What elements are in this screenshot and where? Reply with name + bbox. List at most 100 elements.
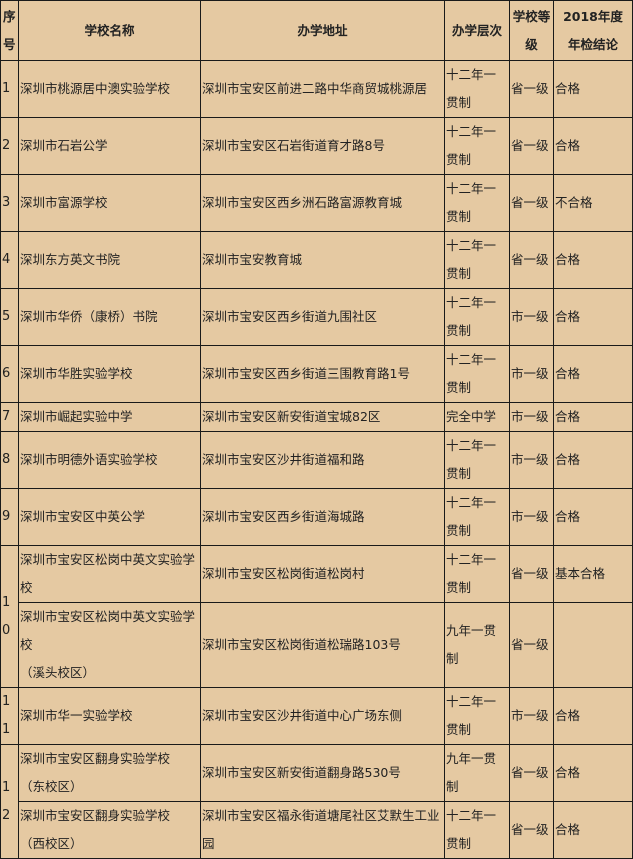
table-row: 7 深圳市崛起实验中学 深圳市宝安区新安街道宝城82区 完全中学 市一级 合格 — [0, 402, 633, 432]
table-row: 4 深圳东方英文书院 深圳市宝安教育城 十二年一贯制 省一级 合格 — [0, 231, 633, 289]
school-grade: 省一级 — [509, 602, 554, 688]
school-grade: 省一级 — [509, 174, 554, 232]
inspection-result: 合格 — [553, 488, 633, 546]
school-address: 深圳市宝安区西乡街道海城路 — [200, 488, 445, 546]
school-level: 十二年一贯制 — [444, 801, 510, 859]
school-level: 十二年一贯制 — [444, 345, 510, 403]
inspection-result: 合格 — [553, 402, 633, 432]
school-name: 深圳市富源学校 — [18, 174, 201, 232]
row-number: 12 — [0, 744, 19, 859]
table-row: 5 深圳市华侨（康桥）书院 深圳市宝安区西乡街道九围社区 十二年一贯制 市一级 合格 — [0, 288, 633, 346]
school-grade: 市一级 — [509, 288, 554, 346]
inspection-result: 合格 — [553, 345, 633, 403]
table-row: 深圳市宝安区松岗中英文实验学校 （溪头校区） 深圳市宝安区松岗街道松瑞路103号九… — [1, 602, 633, 688]
school-grade: 市一级 — [509, 687, 554, 745]
row-number: 6 — [0, 345, 19, 403]
school-address: 深圳市宝安区新安街道翻身路530号 — [200, 744, 445, 802]
school-level: 九年一贯制 — [444, 602, 510, 688]
header-school-name: 学校名称 — [18, 0, 201, 61]
inspection-result: 合格 — [553, 431, 633, 489]
school-name: 深圳市华侨（康桥）书院 — [18, 288, 201, 346]
inspection-result: 合格 — [553, 801, 633, 859]
school-address: 深圳市宝安区福永街道塘尾社区艾默生工业园 — [200, 801, 445, 859]
header-grade: 学校等 级 — [509, 0, 554, 61]
school-address: 深圳市宝安区前进二路中华商贸城桃源居 — [200, 60, 445, 118]
table-row: 12 深圳市宝安区翻身实验学校 （东校区） 深圳市宝安区新安街道翻身路530号 九年一… — [0, 744, 633, 859]
table-row: 6 深圳市华胜实验学校 深圳市宝安区西乡街道三围教育路1号 十二年一贯制 市一级 合格 — [0, 345, 633, 403]
school-level: 十二年一贯制 — [444, 174, 510, 232]
row-number: 10 — [0, 545, 19, 688]
inspection-result: 基本合格 — [553, 545, 633, 603]
school-address: 深圳市宝安区沙井街道福和路 — [200, 431, 445, 489]
school-level: 十二年一贯制 — [444, 545, 510, 603]
school-grade: 市一级 — [509, 488, 554, 546]
header-level: 办学层次 — [444, 0, 510, 61]
row-number: 2 — [0, 117, 19, 175]
school-name: 深圳市宝安区中英公学 — [18, 488, 201, 546]
inspection-result: 合格 — [553, 687, 633, 745]
school-address: 深圳市宝安区松岗街道松瑞路103号 — [200, 602, 445, 688]
school-level: 十二年一贯制 — [444, 687, 510, 745]
table-row: 11 深圳市华一实验学校 深圳市宝安区沙井街道中心广场东侧 十二年一贯制 市一级 合格 — [0, 687, 633, 745]
row-number: 8 — [0, 431, 19, 489]
row-number: 3 — [0, 174, 19, 232]
school-name: 深圳市宝安区翻身实验学校 （东校区） — [18, 744, 201, 802]
header-no: 序 号 — [0, 0, 19, 61]
school-level: 九年一贯制 — [444, 744, 510, 802]
school-name: 深圳市宝安区松岗中英文实验学校 （溪头校区） — [18, 602, 201, 688]
inspection-result: 合格 — [553, 231, 633, 289]
school-level: 十二年一贯制 — [444, 60, 510, 118]
school-grade: 市一级 — [509, 402, 554, 432]
school-name: 深圳市桃源居中澳实验学校 — [18, 60, 201, 118]
school-name: 深圳市宝安区翻身实验学校 （西校区） — [18, 801, 201, 859]
school-grade: 省一级 — [509, 117, 554, 175]
school-level: 十二年一贯制 — [444, 488, 510, 546]
row-number: 5 — [0, 288, 19, 346]
inspection-result: 合格 — [553, 117, 633, 175]
inspection-result: 合格 — [553, 744, 633, 802]
school-name: 深圳市明德外语实验学校 — [18, 431, 201, 489]
school-address: 深圳市宝安区石岩街道育才路8号 — [200, 117, 445, 175]
table-row: 3 深圳市富源学校 深圳市宝安区西乡洲石路富源教育城 十二年一贯制 省一级 不合格 — [0, 174, 633, 232]
table-row: 深圳市宝安区翻身实验学校 （西校区） 深圳市宝安区福永街道塘尾社区艾默生工业园 十二… — [1, 801, 633, 859]
school-name: 深圳市华一实验学校 — [18, 687, 201, 745]
school-level: 十二年一贯制 — [444, 431, 510, 489]
school-address: 深圳市宝安教育城 — [200, 231, 445, 289]
inspection-result: 合格 — [553, 60, 633, 118]
school-grade: 省一级 — [509, 60, 554, 118]
header-row: 序 号 学校名称 办学地址 办学层次 学校等 级 2018年度 年检结论 — [0, 0, 633, 61]
school-name: 深圳东方英文书院 — [18, 231, 201, 289]
school-address: 深圳市宝安区沙井街道中心广场东侧 — [200, 687, 445, 745]
school-name: 深圳市宝安区松岗中英文实验学校 — [18, 545, 201, 603]
header-address: 办学地址 — [200, 0, 445, 61]
school-address: 深圳市宝安区新安街道宝城82区 — [200, 402, 445, 432]
school-grade: 省一级 — [509, 801, 554, 859]
row-number: 7 — [0, 402, 19, 432]
table-row: 10 深圳市宝安区松岗中英文实验学校 深圳市宝安区松岗街道松岗村 十二年一贯制 省一级基… — [0, 545, 633, 688]
table-row: 9 深圳市宝安区中英公学 深圳市宝安区西乡街道海城路 十二年一贯制 市一级 合格 — [0, 488, 633, 546]
table-row: 2 深圳市石岩公学 深圳市宝安区石岩街道育才路8号 十二年一贯制 省一级 合格 — [0, 117, 633, 175]
inspection-result: 不合格 — [553, 174, 633, 232]
school-level: 十二年一贯制 — [444, 231, 510, 289]
school-name: 深圳市崛起实验中学 — [18, 402, 201, 432]
table-row: 1 深圳市桃源居中澳实验学校 深圳市宝安区前进二路中华商贸城桃源居 十二年一贯制 省一级… — [0, 60, 633, 118]
row-number: 1 — [0, 60, 19, 118]
school-address: 深圳市宝安区西乡街道九围社区 — [200, 288, 445, 346]
school-grade: 省一级 — [509, 744, 554, 802]
row-number: 9 — [0, 488, 19, 546]
school-name: 深圳市华胜实验学校 — [18, 345, 201, 403]
school-grade: 市一级 — [509, 345, 554, 403]
school-name: 深圳市石岩公学 — [18, 117, 201, 175]
school-level: 十二年一贯制 — [444, 288, 510, 346]
school-level: 完全中学 — [444, 402, 510, 432]
table-row: 8 深圳市明德外语实验学校 深圳市宝安区沙井街道福和路 十二年一贯制 市一级 合格 — [0, 431, 633, 489]
school-address: 深圳市宝安区松岗街道松岗村 — [200, 545, 445, 603]
header-result: 2018年度 年检结论 — [553, 0, 633, 61]
school-level: 十二年一贯制 — [444, 117, 510, 175]
row-number: 4 — [0, 231, 19, 289]
school-address: 深圳市宝安区西乡街道三围教育路1号 — [200, 345, 445, 403]
school-grade: 市一级 — [509, 431, 554, 489]
school-address: 深圳市宝安区西乡洲石路富源教育城 — [200, 174, 445, 232]
school-grade: 省一级 — [509, 545, 554, 603]
